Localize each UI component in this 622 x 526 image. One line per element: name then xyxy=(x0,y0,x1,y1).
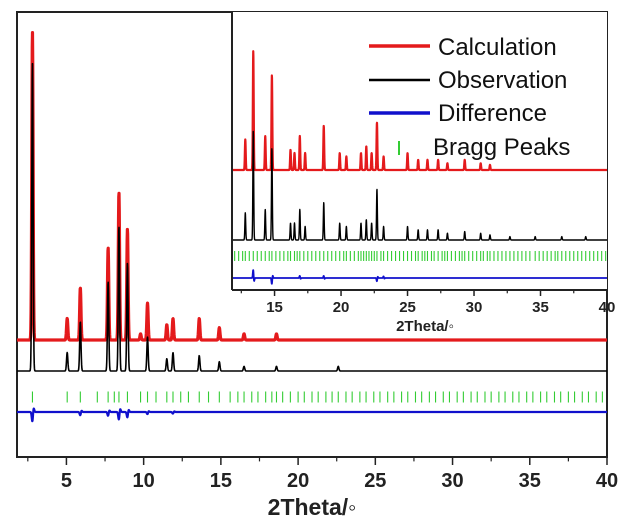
inset-line-observation xyxy=(231,130,608,241)
main-line-difference xyxy=(16,407,608,423)
main-series-difference xyxy=(16,407,608,423)
inset-series-calculation xyxy=(231,50,608,172)
inset-x-tick-label-3: 30 xyxy=(466,299,483,316)
main-line-observation xyxy=(16,62,608,372)
inset-x-tick-label-2: 25 xyxy=(399,299,416,316)
inset-series-bragg-peaks xyxy=(234,251,607,261)
main-plot: 5 10 15 20 25 30 35 40 2Theta/◦ xyxy=(15,11,618,520)
main-x-tick-label-5: 30 xyxy=(441,470,463,492)
main-x-tick-label-2: 15 xyxy=(210,470,232,492)
main-x-tick-label-1: 10 xyxy=(133,470,155,492)
main-plot-series xyxy=(15,31,609,423)
main-series-calculation xyxy=(15,31,609,342)
main-x-tick-label-6: 35 xyxy=(519,470,541,492)
legend-label-observation: Observation xyxy=(438,67,567,94)
inset-x-tick-label-5: 40 xyxy=(599,299,616,316)
legend-label-calculation: Calculation xyxy=(438,34,557,61)
main-series-bragg-peaks xyxy=(31,391,603,403)
inset-plot-series xyxy=(231,50,608,285)
inset-x-axis-ticks: 15 20 25 30 35 40 xyxy=(240,290,616,316)
inset-line-calculation xyxy=(231,50,608,172)
inset-series-observation xyxy=(231,130,608,241)
inset-line-difference xyxy=(231,269,608,285)
main-x-tick-label-7: 40 xyxy=(596,470,618,492)
inset-background xyxy=(232,12,607,290)
inset-series-difference xyxy=(231,269,608,285)
main-series-observation xyxy=(16,62,608,372)
inset-plot: 15 20 25 30 35 40 2Theta/◦ Calculation Observ… xyxy=(231,12,616,335)
inset-x-tick-label-1: 20 xyxy=(333,299,350,316)
legend-label-bragg-peaks: Bragg Peaks xyxy=(433,134,570,161)
inset-x-axis-title: 2Theta/◦ xyxy=(396,318,454,335)
legend-label-difference: Difference xyxy=(438,100,547,127)
main-x-axis-ticks: 5 10 15 20 25 30 35 40 xyxy=(27,457,618,492)
main-x-axis-title: 2Theta/◦ xyxy=(268,494,357,520)
main-x-tick-label-0: 5 xyxy=(61,470,72,492)
main-x-tick-label-4: 25 xyxy=(364,470,386,492)
inset-x-tick-label-4: 35 xyxy=(532,299,549,316)
inset-legend: Calculation Observation Difference Bragg… xyxy=(369,34,570,161)
main-x-tick-label-3: 20 xyxy=(287,470,309,492)
main-line-calculation xyxy=(15,31,609,342)
inset-x-tick-label-0: 15 xyxy=(266,299,283,316)
